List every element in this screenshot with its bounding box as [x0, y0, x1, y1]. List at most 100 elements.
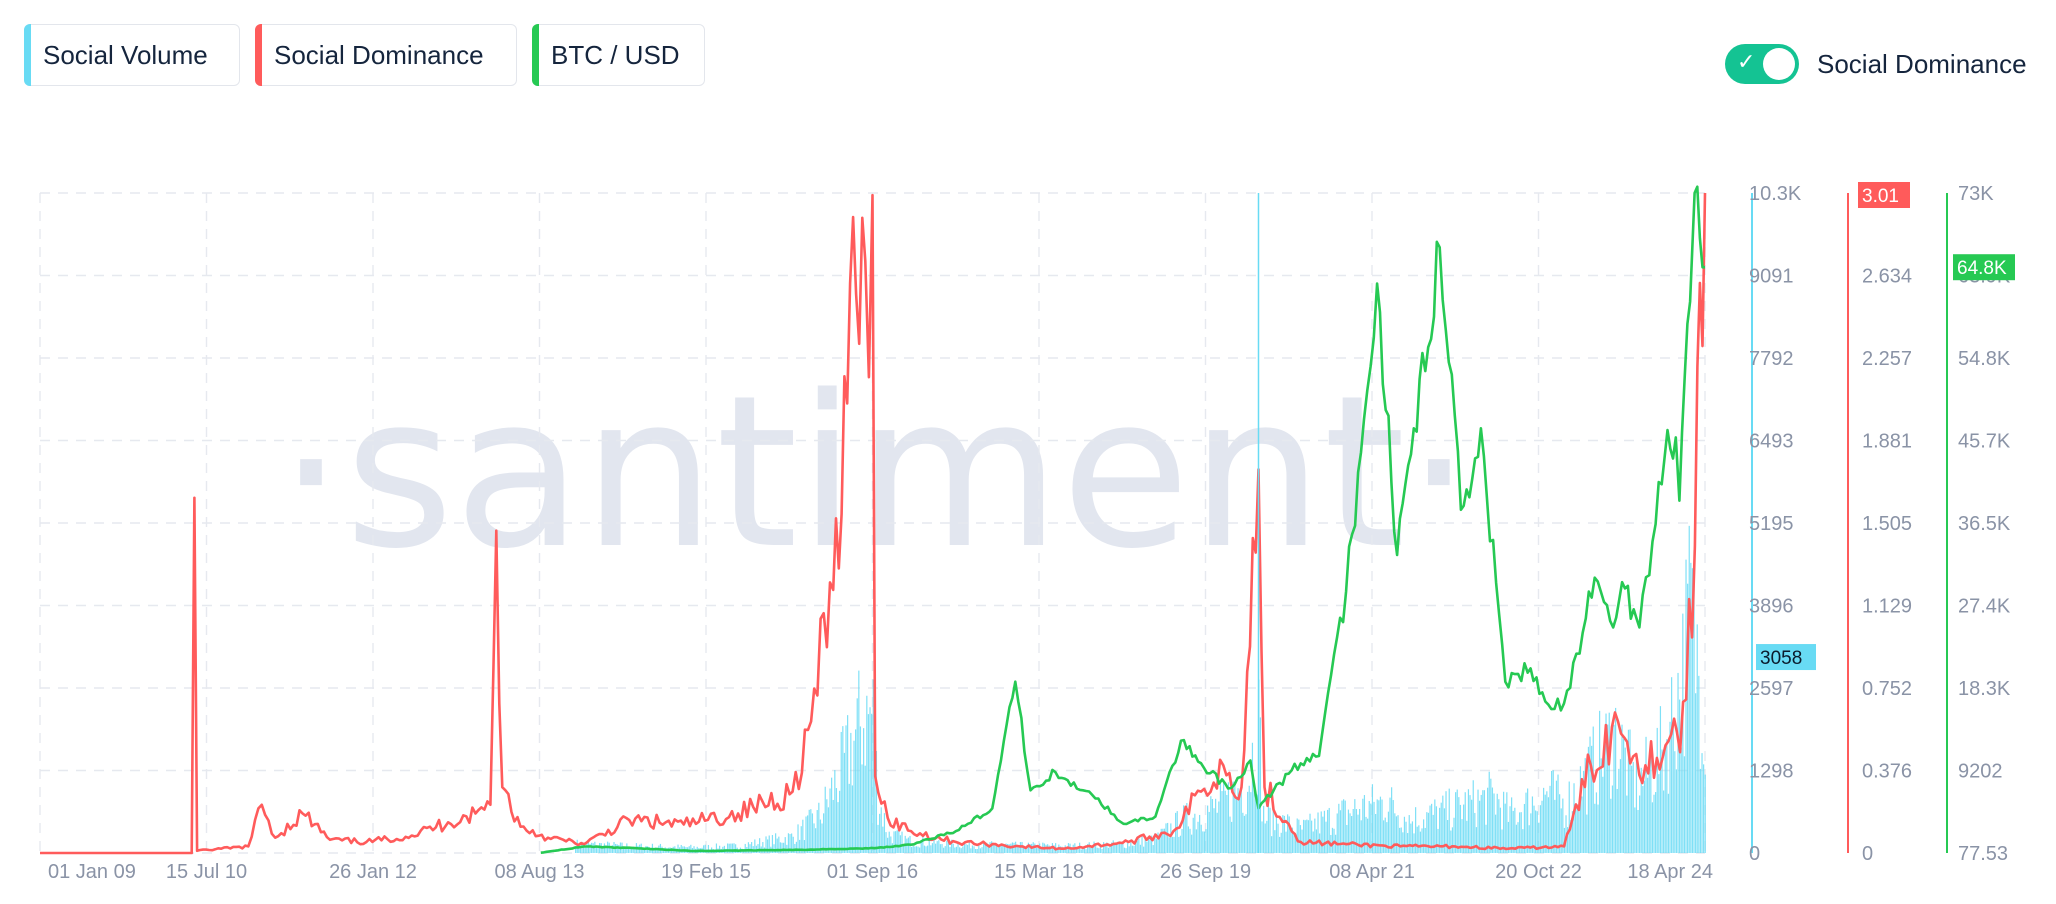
social-volume-bar: [803, 840, 806, 853]
social-volume-bar: [1655, 792, 1657, 853]
social-volume-bar: [653, 849, 655, 853]
social-volume-bar: [987, 845, 990, 853]
social-volume-bar: [1351, 816, 1353, 853]
social-volume-bar: [1117, 841, 1119, 853]
social-volume-bar: [1346, 824, 1348, 853]
social-volume-axis-tick: 1298: [1749, 761, 1794, 783]
social-dominance-current-badge: 3.01: [1862, 186, 1899, 207]
social-volume-bar: [1175, 812, 1177, 853]
social-volume-bar: [1643, 780, 1646, 853]
social-volume-bar: [1034, 843, 1036, 853]
social-volume-bar: [677, 844, 679, 853]
social-volume-bar: [1104, 843, 1106, 853]
social-volume-bar: [1274, 830, 1276, 853]
social-volume-bar: [1120, 841, 1122, 853]
social-volume-bar: [1487, 787, 1489, 853]
social-volume-bar: [1200, 824, 1202, 853]
social-volume-bar: [1635, 759, 1638, 853]
legend-btc-usd[interactable]: BTC / USD: [532, 24, 705, 86]
social-volume-bar: [1203, 831, 1206, 853]
social-dominance-axis-tick: 2.257: [1862, 348, 1912, 370]
social-volume-bar: [1413, 833, 1415, 853]
social-volume-bar: [1096, 847, 1098, 853]
social-volume-bar: [799, 839, 801, 853]
social-volume-bar: [1139, 844, 1142, 853]
social-dominance-axis-tick: 1.505: [1862, 513, 1912, 535]
btc-usd-axis-tick: 36.5K: [1958, 513, 2011, 535]
social-volume-bar: [1223, 779, 1225, 853]
legend-social-dominance[interactable]: Social Dominance: [255, 24, 517, 86]
social-volume-bar: [1576, 804, 1578, 853]
social-volume-bar: [1475, 827, 1478, 853]
social-volume-bar: [1152, 845, 1154, 853]
social-volume-bar: [818, 802, 820, 853]
social-volume-bar: [1405, 821, 1407, 853]
social-volume-bar: [1463, 804, 1465, 853]
btc-usd-axis-tick: 77.53: [1958, 843, 2008, 865]
social-volume-bar: [794, 843, 796, 853]
social-volume-bar: [1370, 803, 1372, 853]
social-volume-bar: [901, 831, 903, 853]
social-volume-bar: [971, 845, 974, 853]
social-volume-bar: [1063, 848, 1065, 853]
social-volume-bar: [867, 714, 870, 853]
social-volume-bar: [1007, 844, 1009, 853]
social-volume-bar: [1269, 807, 1271, 853]
social-volume-bar: [1242, 812, 1244, 853]
btc-usd-current-badge-bg: [1953, 254, 2015, 281]
social-volume-bar: [1504, 803, 1506, 853]
social-volume-bar: [1379, 796, 1382, 853]
social-volume-bar: [1050, 846, 1052, 853]
social-dominance-axis-tick: 0.752: [1862, 678, 1912, 700]
social-volume-bar: [783, 842, 785, 853]
social-volume-bar: [1477, 789, 1479, 853]
social-volume-bar: [984, 842, 986, 853]
social-volume-bar: [1618, 768, 1620, 853]
social-volume-bar: [771, 835, 774, 853]
social-volume-bar: [898, 831, 900, 853]
social-volume-bar: [1375, 813, 1377, 853]
x-tick-label: 15 Mar 18: [994, 861, 1084, 883]
social-volume-bar: [1080, 849, 1082, 853]
social-volume-bar: [1136, 840, 1138, 853]
social-volume-bar: [1485, 824, 1487, 853]
social-volume-bar: [1499, 807, 1502, 853]
social-volume-bar: [1517, 822, 1519, 853]
social-volume-bar: [1483, 790, 1486, 853]
social-volume-bar: [1640, 767, 1642, 853]
social-volume-bar: [1219, 783, 1222, 853]
social-volume-bar: [839, 790, 841, 853]
social-volume-bar: [1506, 792, 1508, 853]
social-volume-bar: [1309, 813, 1311, 853]
social-volume-bar: [915, 846, 918, 853]
social-volume-bar: [1435, 806, 1438, 853]
social-volume-bar: [1416, 826, 1418, 853]
social-volume-bar: [1687, 583, 1689, 853]
legend-social-volume[interactable]: Social Volume: [24, 24, 240, 86]
social-volume-bar: [735, 844, 737, 853]
social-volume-bar: [1122, 843, 1124, 853]
social-volume-bar: [1095, 843, 1097, 853]
social-volume-bar: [1451, 827, 1454, 853]
social-volume-bar: [835, 788, 838, 853]
social-volume-bar: [1431, 803, 1433, 853]
social-volume-bar: [1339, 810, 1342, 853]
social-volume-bar: [1101, 848, 1103, 853]
social-volume-bar: [765, 836, 767, 853]
social-volume-bar: [1600, 758, 1602, 853]
social-volume-bar: [911, 846, 913, 853]
x-tick-label: 01 Sep 16: [827, 861, 918, 883]
social-volume-bar: [1016, 845, 1018, 853]
social-volume-bar: [938, 840, 940, 853]
social-volume-bar: [1029, 844, 1031, 853]
social-volume-bar: [1429, 805, 1431, 853]
social-volume-bar: [1264, 823, 1266, 853]
social-dominance-toggle[interactable]: ✓: [1725, 44, 1799, 84]
social-volume-bar: [887, 837, 889, 853]
social-volume-bar: [751, 842, 753, 853]
social-volume-bar: [1434, 799, 1436, 853]
social-volume-bar: [847, 715, 849, 853]
social-volume-bar: [773, 844, 775, 853]
series-color-marker: [532, 24, 539, 86]
